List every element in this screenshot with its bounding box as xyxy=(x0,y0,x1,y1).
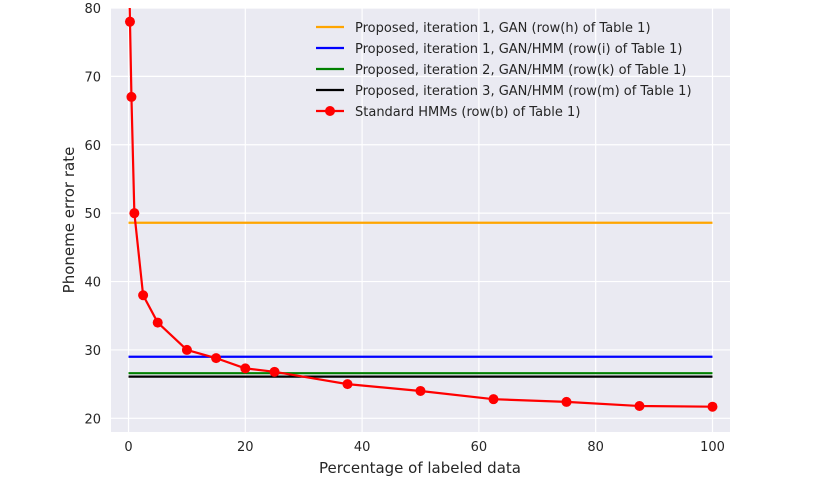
data-point xyxy=(240,363,251,374)
data-point xyxy=(211,353,222,364)
data-point xyxy=(269,366,280,377)
y-tick-label: 70 xyxy=(84,70,101,85)
legend-label: Standard HMMs (row(b) of Table 1) xyxy=(355,105,580,120)
series-line-4 xyxy=(128,8,713,408)
data-point xyxy=(561,396,572,407)
legend-label: Proposed, iteration 2, GAN/HMM (row(k) o… xyxy=(355,63,686,78)
y-tick-label: 60 xyxy=(84,139,101,154)
legend-label: Proposed, iteration 1, GAN/HMM (row(i) o… xyxy=(355,42,682,57)
x-tick-label: 20 xyxy=(237,440,254,455)
data-point xyxy=(707,401,718,412)
y-tick-label: 20 xyxy=(84,412,101,427)
legend-label: Proposed, iteration 3, GAN/HMM (row(m) o… xyxy=(355,84,692,99)
data-point xyxy=(415,385,426,396)
y-tick-label: 50 xyxy=(84,207,101,222)
grid-layer xyxy=(111,7,730,432)
x-tick-label: 40 xyxy=(354,440,371,455)
x-tick-label: 100 xyxy=(700,440,725,455)
data-point xyxy=(488,394,499,405)
x-tick-label: 60 xyxy=(471,440,488,455)
y-tick-label: 80 xyxy=(84,2,101,17)
data-point xyxy=(634,401,645,412)
tick-labels: 0 20 40 60 80 100 20 30 40 50 60 70 80 xyxy=(84,2,724,455)
data-point xyxy=(129,208,140,219)
legend-label: Proposed, iteration 1, GAN (row(h) of Ta… xyxy=(355,21,651,36)
data-point xyxy=(126,91,137,102)
legend-marker xyxy=(325,106,335,116)
x-axis-label: Percentage of labeled data xyxy=(319,459,521,477)
data-point xyxy=(181,344,192,355)
y-axis-label: Phoneme error rate xyxy=(60,147,78,294)
data-point xyxy=(138,290,149,301)
data-point xyxy=(342,379,353,390)
series-layer xyxy=(124,8,718,412)
x-tick-label: 80 xyxy=(587,440,604,455)
legend: Proposed, iteration 1, GAN (row(h) of Ta… xyxy=(316,21,692,120)
y-tick-label: 40 xyxy=(84,276,101,291)
y-tick-label: 30 xyxy=(84,344,101,359)
data-point xyxy=(152,317,163,328)
data-point xyxy=(124,16,135,27)
x-tick-label: 0 xyxy=(124,440,132,455)
